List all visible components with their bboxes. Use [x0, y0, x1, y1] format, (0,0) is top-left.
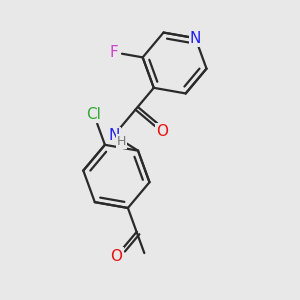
Text: N: N [108, 128, 119, 143]
Text: O: O [110, 249, 122, 264]
Text: F: F [110, 45, 118, 60]
Text: H: H [116, 135, 126, 148]
Text: Cl: Cl [86, 107, 101, 122]
Text: N: N [190, 31, 201, 46]
Text: O: O [156, 124, 168, 139]
